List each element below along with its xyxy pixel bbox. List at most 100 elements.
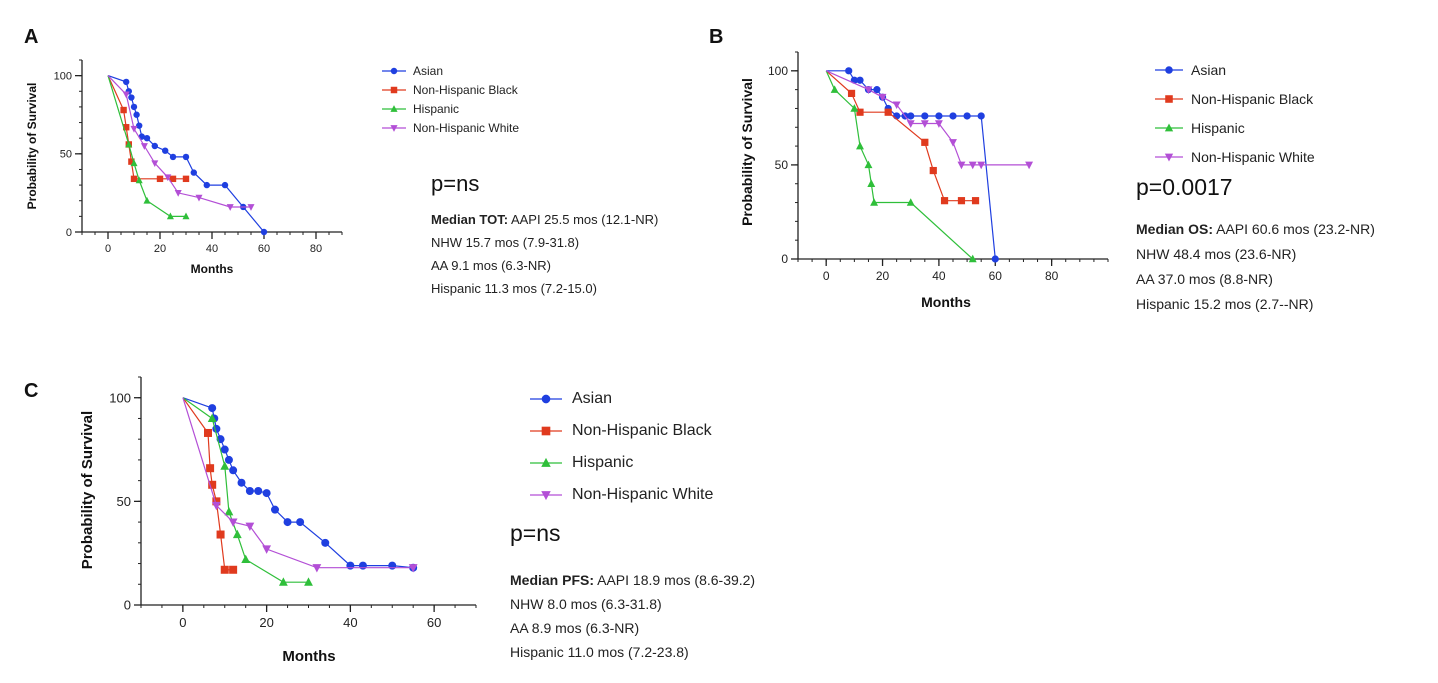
- data-point-non-hispanic-black: [206, 464, 215, 473]
- x-tick-label: 60: [989, 269, 1003, 283]
- stats-line: Hispanic 15.2 mos (2.7--NR): [1136, 292, 1375, 317]
- data-point-asian: [346, 561, 355, 570]
- stats-text: NHW 48.4 mos (23.6-NR): [1136, 246, 1297, 262]
- stats-text: Hispanic 15.2 mos (2.7--NR): [1136, 296, 1314, 312]
- stats-heading: Median PFS:: [510, 572, 595, 588]
- data-point-hispanic: [864, 160, 873, 169]
- legend-swatch-marker: [541, 426, 551, 436]
- stats-line: Median PFS: AAPI 18.9 mos (8.6-39.2): [510, 568, 755, 592]
- data-point-non-hispanic-white: [245, 522, 255, 532]
- legend-swatch: [530, 491, 562, 501]
- data-point-non-hispanic-black: [120, 106, 127, 114]
- p-value: p=ns: [431, 171, 480, 196]
- stats-text: AA 9.1 mos (6.3-NR): [431, 258, 551, 273]
- data-point-non-hispanic-white: [949, 139, 957, 147]
- legend-swatch: [1155, 153, 1183, 162]
- series-line-non-hispanic-black: [107, 75, 186, 180]
- stats-line: NHW 48.4 mos (23.6-NR): [1136, 242, 1375, 267]
- y-tick-label: 0: [781, 252, 788, 266]
- stats-line: Hispanic 11.0 mos (7.2-23.8): [510, 640, 755, 664]
- data-point-hispanic: [166, 212, 174, 220]
- legend-item: Hispanic: [530, 447, 713, 479]
- data-point-non-hispanic-black: [884, 108, 892, 116]
- stats-text: AA 37.0 mos (8.8-NR): [1136, 271, 1273, 287]
- x-tick-label: 80: [1045, 269, 1059, 283]
- data-point-non-hispanic-white: [151, 160, 159, 168]
- data-point-non-hispanic-white: [408, 564, 418, 573]
- data-point-hispanic: [830, 85, 839, 93]
- data-point-asian: [254, 487, 263, 495]
- data-point-hispanic: [224, 506, 234, 516]
- legend-item: Hispanic: [382, 99, 519, 118]
- legend-swatch: [382, 104, 406, 112]
- legend-item: Asian: [1155, 55, 1315, 84]
- data-point-asian: [321, 538, 330, 547]
- legend-label: Hispanic: [1191, 119, 1245, 136]
- x-tick-label: 40: [932, 269, 946, 283]
- y-tick-label: 100: [109, 390, 131, 405]
- data-point-hispanic: [856, 141, 864, 150]
- data-point-non-hispanic-white: [312, 564, 322, 573]
- data-point-non-hispanic-white: [864, 86, 873, 94]
- legend-swatch: [530, 394, 562, 404]
- legend-item: Asian: [530, 383, 713, 415]
- data-point-asian: [151, 142, 158, 150]
- data-point-hispanic: [220, 461, 230, 470]
- data-point-asian: [220, 445, 229, 454]
- data-point-asian: [162, 147, 169, 154]
- series-line-non-hispanic-black: [182, 397, 234, 571]
- data-point-non-hispanic-black: [208, 480, 217, 489]
- data-point-non-hispanic-white: [977, 161, 986, 170]
- data-point-asian: [190, 169, 197, 176]
- y-tick-label: 100: [54, 70, 72, 82]
- stats-line: AA 37.0 mos (8.8-NR): [1136, 267, 1375, 292]
- x-tick-label: 40: [343, 615, 357, 630]
- stats-text: NHW 15.7 mos (7.9-31.8): [431, 235, 580, 250]
- stats-text: AAPI 25.5 mos (12.1-NR): [508, 212, 659, 227]
- legend: Asian Non-Hispanic Black Hispanic Non-Hispa…: [530, 383, 713, 511]
- data-point-non-hispanic-black: [856, 108, 864, 116]
- panel-c: C 0 50 100 0 20 40 60 Months Probability of Surv…: [0, 330, 900, 683]
- data-point-non-hispanic-black: [957, 197, 966, 205]
- x-axis-title: Months: [282, 648, 335, 665]
- data-point-asian: [977, 112, 985, 120]
- data-point-asian: [388, 561, 397, 570]
- series-line-non-hispanic-white: [182, 397, 414, 569]
- series-line-non-hispanic-white: [107, 75, 251, 208]
- stats-text: AA 8.9 mos (6.3-NR): [510, 620, 640, 636]
- x-tick-label: 80: [310, 243, 322, 255]
- series-line-hispanic: [182, 397, 309, 583]
- data-point-hispanic: [135, 176, 143, 184]
- x-tick-label: 20: [259, 615, 273, 630]
- median-stats: Median PFS: AAPI 18.9 mos (8.6-39.2) NHW …: [510, 568, 755, 664]
- y-tick-label: 100: [768, 64, 788, 78]
- data-point-non-hispanic-black: [204, 428, 212, 437]
- data-point-non-hispanic-white: [892, 101, 901, 110]
- p-value: p=0.0017: [1136, 174, 1233, 200]
- data-point-hispanic: [241, 554, 251, 563]
- legend-swatch-marker: [390, 67, 398, 74]
- x-tick-label: 0: [823, 269, 830, 283]
- data-point-asian: [358, 561, 367, 570]
- legend-swatch: [382, 67, 406, 74]
- stats-heading: Median OS:: [1136, 221, 1214, 237]
- legend-item: Non-Hispanic Black: [1155, 84, 1315, 113]
- data-point-non-hispanic-white: [247, 204, 255, 211]
- legend-item: Hispanic: [1155, 113, 1315, 142]
- data-point-asian: [237, 478, 246, 487]
- data-point-non-hispanic-black: [929, 166, 937, 175]
- data-point-hispanic: [870, 198, 879, 206]
- data-point-non-hispanic-white: [262, 545, 272, 554]
- data-point-non-hispanic-black: [971, 197, 980, 205]
- data-point-non-hispanic-white: [195, 194, 203, 202]
- y-axis-title: Probability of Survival: [25, 83, 39, 210]
- legend-label: Hispanic: [413, 101, 460, 116]
- legend-swatch-marker: [390, 124, 398, 132]
- data-point-non-hispanic-white: [228, 518, 238, 527]
- data-point-hispanic: [304, 577, 313, 586]
- data-point-hispanic: [143, 196, 151, 204]
- data-point-non-hispanic-white: [906, 120, 915, 128]
- legend-label: Non-Hispanic Black: [572, 422, 712, 439]
- y-axis-title: Probability of Survival: [739, 78, 755, 226]
- median-stats: Median TOT: AAPI 25.5 mos (12.1-NR) NHW 1…: [431, 208, 658, 300]
